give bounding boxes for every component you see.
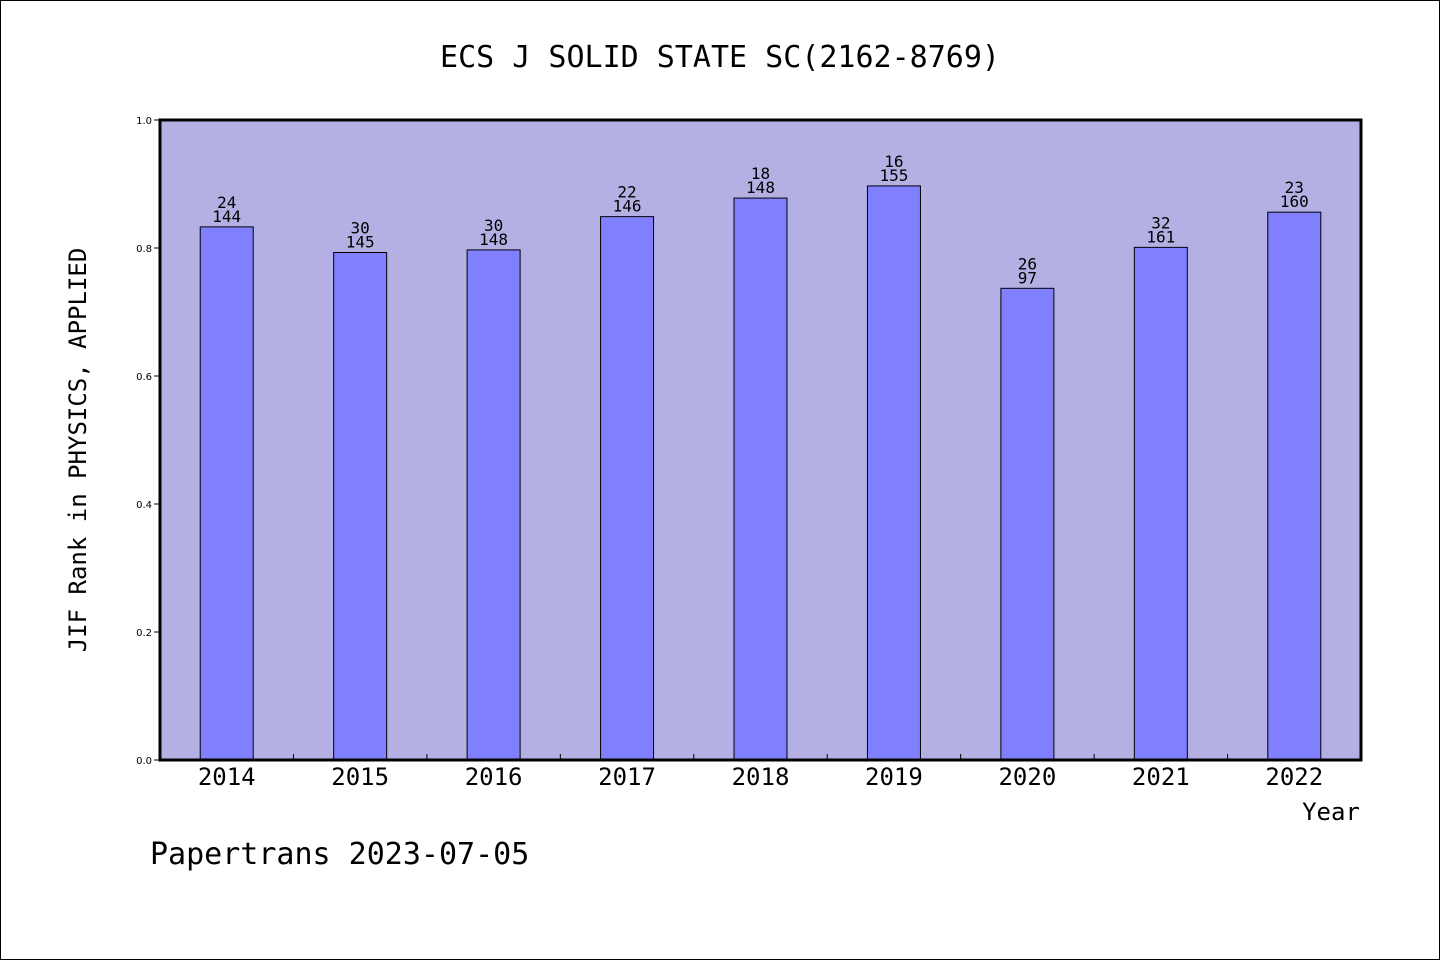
x-tick-label: 2015 — [331, 763, 389, 791]
y-tick-label: 0.8 — [136, 244, 152, 255]
bar-total-label: 161 — [1146, 227, 1175, 246]
bar-rank-label: 22 — [617, 183, 636, 202]
bar-total-label: 160 — [1280, 192, 1309, 211]
y-tick-label: 0.0 — [136, 756, 152, 767]
bar — [1000, 287, 1055, 761]
x-tick-label: 2021 — [1132, 763, 1190, 791]
y-tick-label: 1.0 — [136, 116, 152, 127]
bar-rank-label: 26 — [1018, 254, 1037, 273]
bar-rank-label: 30 — [351, 218, 370, 237]
bar-total-label: 146 — [613, 197, 642, 216]
bar-total-label: 155 — [879, 166, 908, 185]
bar-rank-label: 30 — [484, 216, 503, 235]
bar-rank-label: 23 — [1285, 178, 1304, 197]
bar — [466, 249, 521, 761]
y-axis-label: JIF Rank in PHYSICS, APPLIED — [64, 248, 92, 653]
labels-group: 0.00.20.40.60.81.01442420141453020151483… — [136, 116, 1323, 791]
bar — [866, 185, 921, 761]
watermark-text: Papertrans 2023-07-05 — [150, 837, 529, 872]
bar-total-label: 97 — [1018, 268, 1037, 287]
bar — [1267, 211, 1322, 761]
bar-total-label: 148 — [479, 230, 508, 249]
x-tick-label: 2016 — [465, 763, 523, 791]
bar-total-label: 144 — [212, 207, 241, 226]
bar-rank-label: 16 — [884, 152, 903, 171]
bar — [1133, 246, 1188, 761]
x-tick-label: 2014 — [198, 763, 256, 791]
bar — [333, 251, 388, 761]
x-tick-label: 2020 — [998, 763, 1056, 791]
bar — [600, 216, 655, 761]
chart-title: ECS J SOLID STATE SC(2162-8769) — [440, 40, 1000, 75]
x-tick-label: 2018 — [732, 763, 790, 791]
y-tick-label: 0.2 — [136, 628, 152, 639]
bar-total-label: 145 — [346, 232, 375, 251]
y-tick-label: 0.6 — [136, 372, 152, 383]
y-tick-label: 0.4 — [136, 500, 152, 511]
bar — [199, 226, 254, 761]
x-tick-label: 2019 — [865, 763, 923, 791]
bar-rank-label: 18 — [751, 164, 770, 183]
bar-total-label: 148 — [746, 178, 775, 197]
bar-rank-label: 32 — [1151, 213, 1170, 232]
plot-border — [158, 118, 1363, 762]
bar — [733, 197, 788, 761]
bar-rank-label: 24 — [217, 193, 236, 212]
x-axis-label: Year — [1302, 798, 1360, 826]
x-tick-label: 2017 — [598, 763, 656, 791]
bars-group — [199, 185, 1322, 761]
x-tick-label: 2022 — [1265, 763, 1323, 791]
